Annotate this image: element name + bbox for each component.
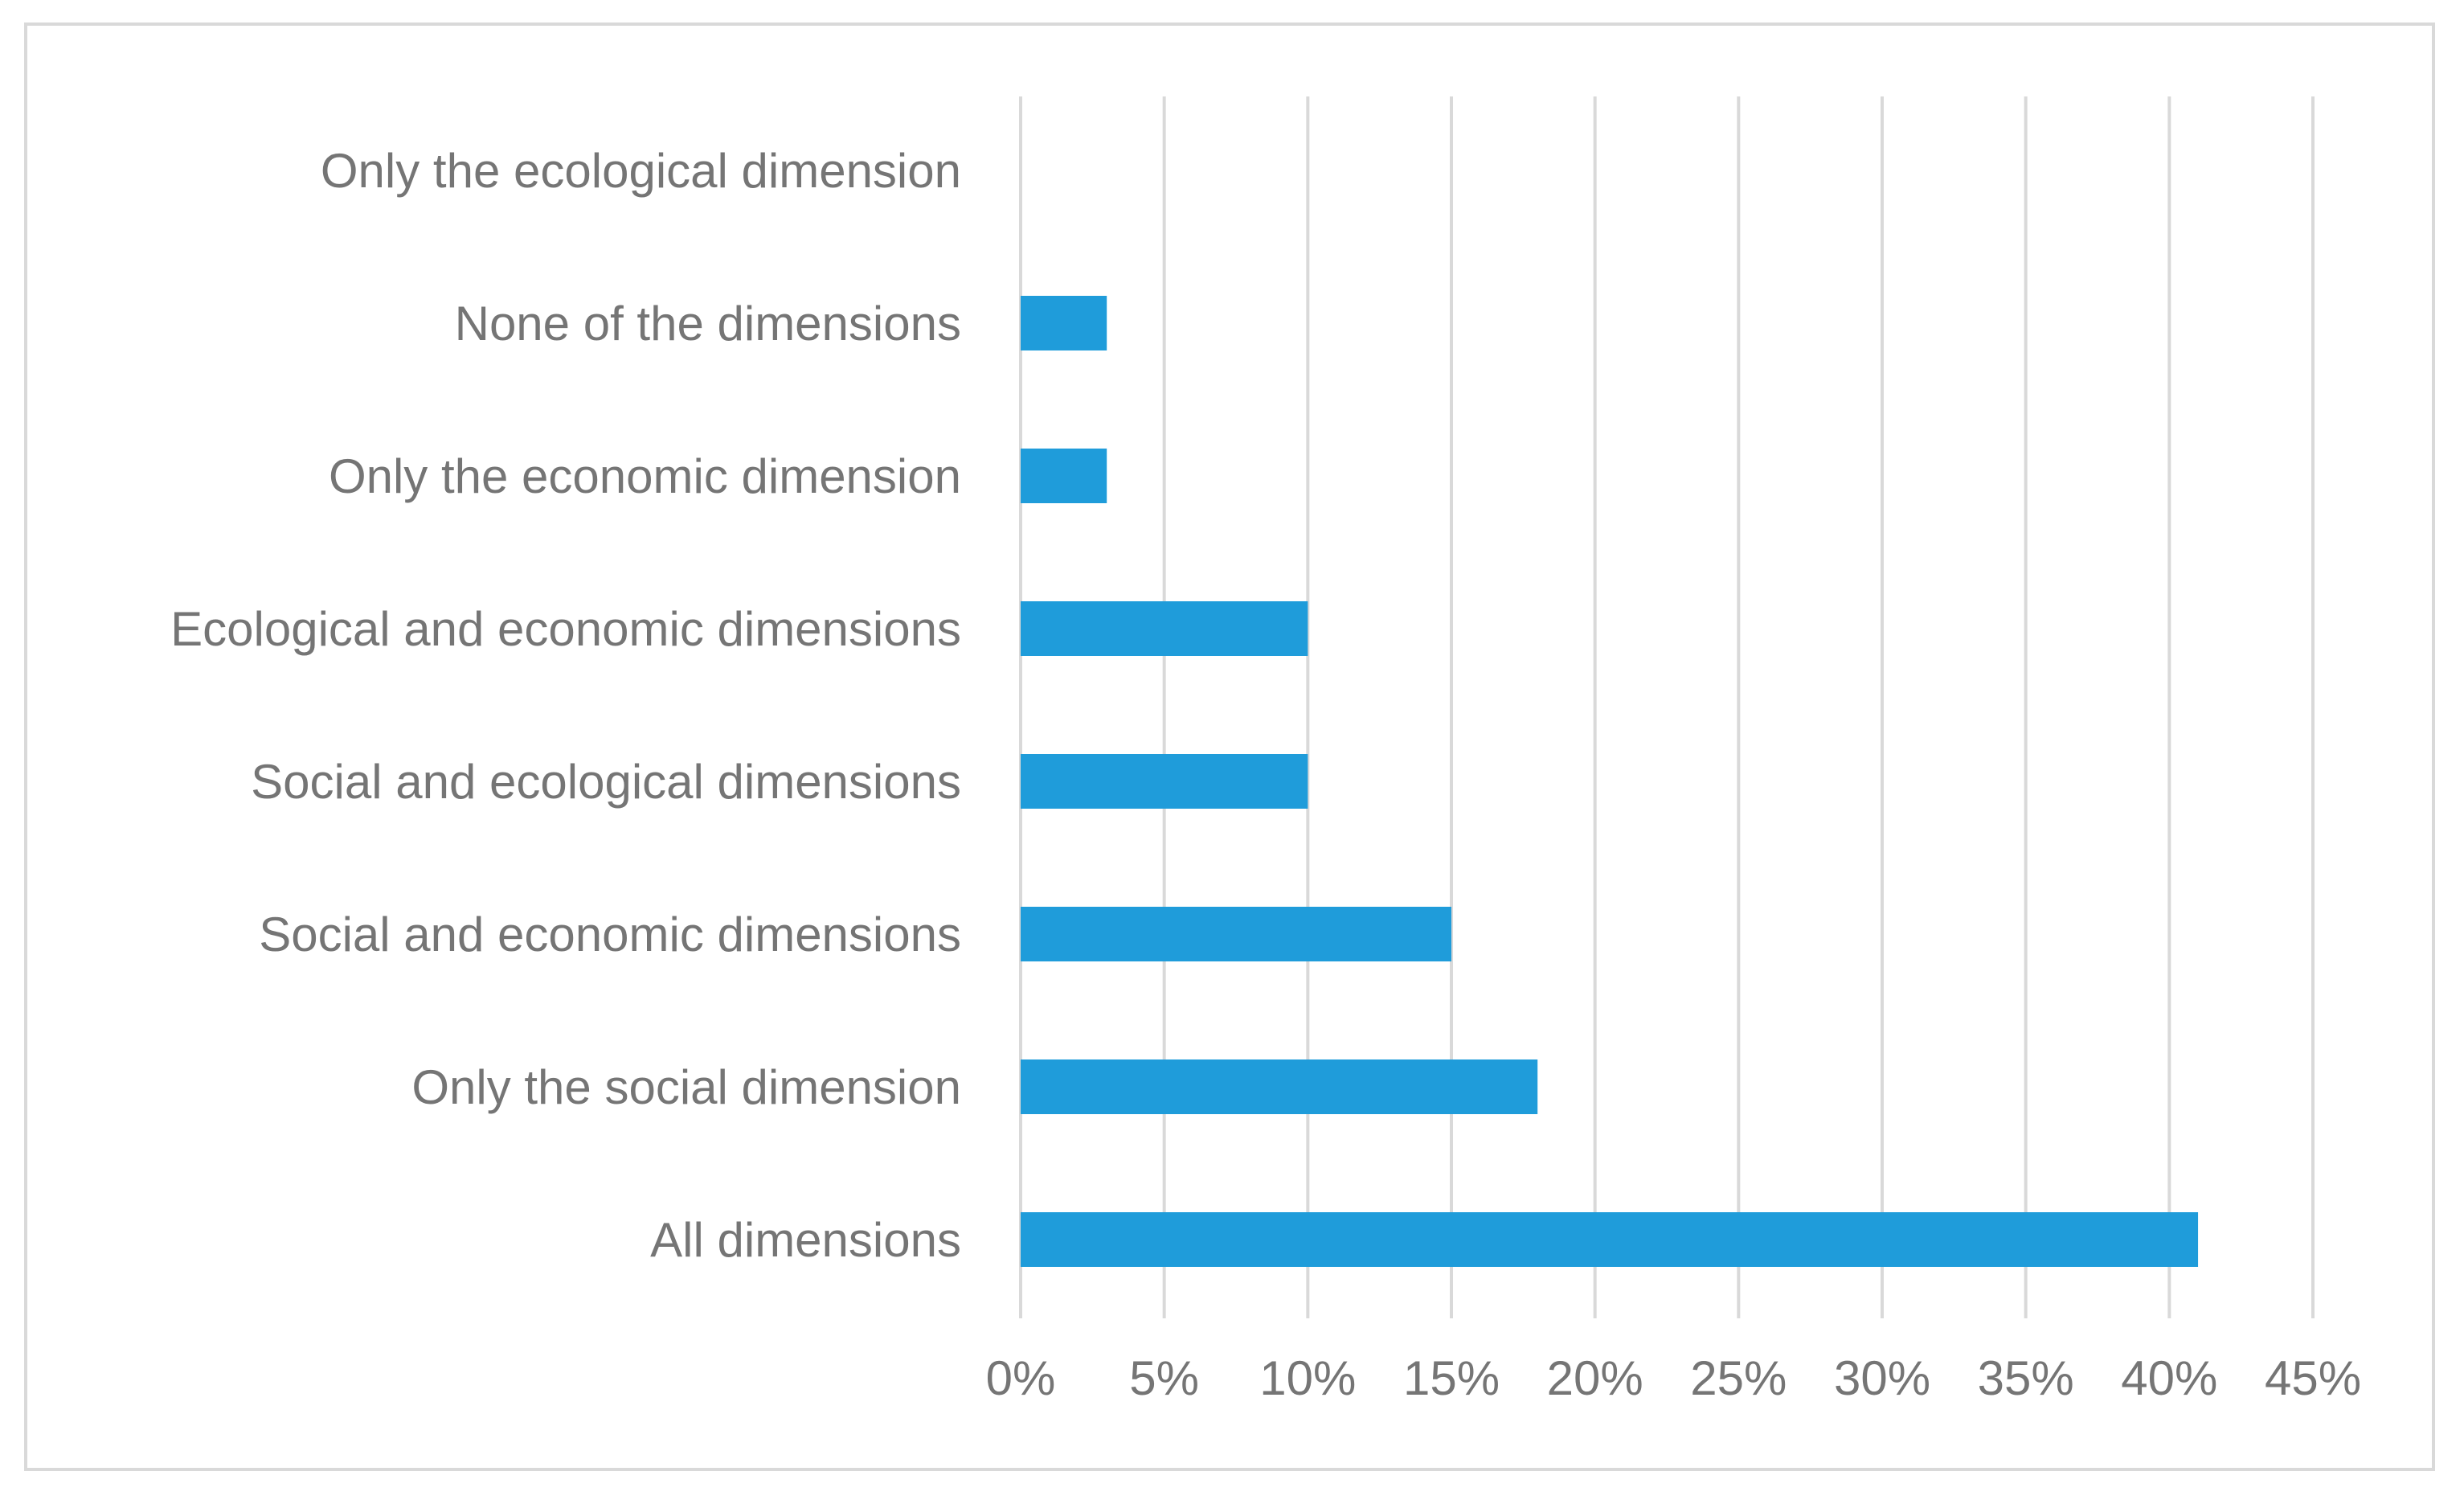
bar (1021, 601, 1308, 656)
category-label: Only the economic dimension (329, 449, 961, 503)
category-label: All dimensions (650, 1213, 961, 1267)
bar (1021, 1212, 2199, 1267)
x-tick-label: 5% (1129, 1351, 1199, 1405)
bar (1021, 1059, 1538, 1114)
gridlines (1019, 96, 2315, 1318)
x-axis-tick-labels: 0% 5% 10% 15% 20% 25% 30% 35% 40% 45% (986, 1351, 2361, 1405)
x-tick-label: 10% (1259, 1351, 1356, 1405)
category-label: Social and ecological dimensions (251, 755, 961, 809)
x-tick-label: 45% (2265, 1351, 2361, 1405)
category-label: Only the ecological dimension (321, 144, 961, 198)
category-label: None of the dimensions (455, 297, 961, 350)
bars (1021, 296, 2199, 1267)
x-tick-label: 35% (1978, 1351, 2074, 1405)
bar (1021, 449, 1107, 503)
bar (1021, 754, 1308, 809)
category-label: Social and economic dimensions (259, 908, 961, 961)
x-tick-label: 25% (1690, 1351, 1787, 1405)
bar (1021, 907, 1451, 961)
category-labels: Only the ecological dimension None of the… (170, 144, 961, 1267)
x-tick-label: 0% (986, 1351, 1056, 1405)
bar (1021, 296, 1107, 350)
category-label: Ecological and economic dimensions (170, 602, 961, 656)
x-tick-label: 15% (1403, 1351, 1500, 1405)
x-tick-label: 40% (2121, 1351, 2217, 1405)
category-label: Only the social dimension (411, 1060, 961, 1114)
x-tick-label: 30% (1834, 1351, 1930, 1405)
x-tick-label: 20% (1547, 1351, 1643, 1405)
